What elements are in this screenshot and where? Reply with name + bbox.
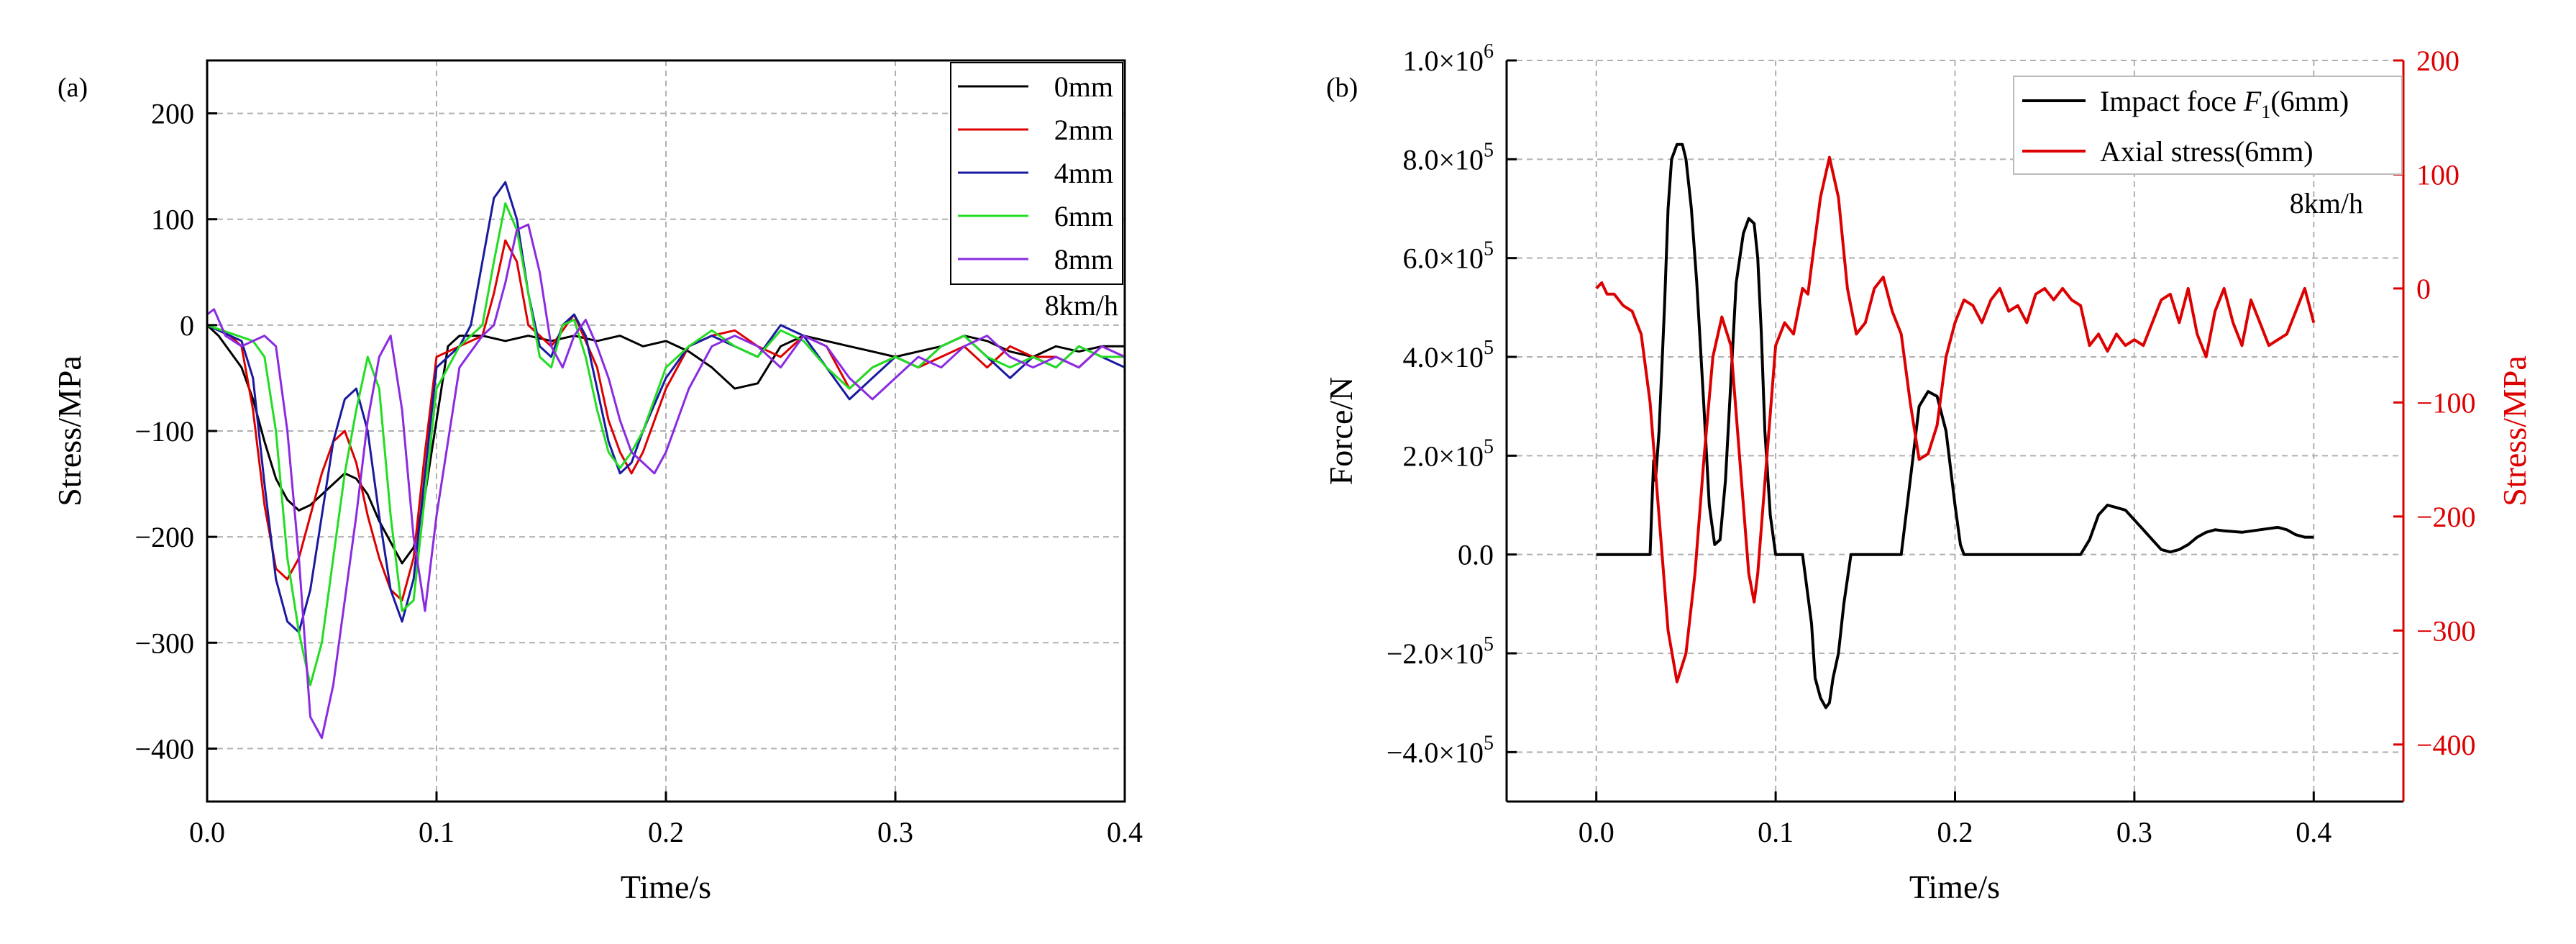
panel-b-right-y-axis-label: Stress/MPa: [2496, 355, 2533, 507]
tick-exponent: 6: [1484, 40, 1494, 63]
tick-exponent: 5: [1484, 139, 1494, 161]
tick-mantissa: 6.0×10: [1402, 242, 1484, 275]
panel-a-y-tick-label: 100: [151, 204, 194, 236]
legend-label-6mm: 6mm: [1054, 200, 1113, 232]
panel-b-legend: Impact foce F1(6mm) Axial stress(6mm): [2013, 76, 2403, 175]
panel-b-label: (b): [1326, 73, 1358, 103]
panel-b-left-y-axis-label: Force/N: [1323, 377, 1359, 486]
series-line-6mm: [206, 202, 1125, 686]
legend-impact-text: Impact foce: [2100, 85, 2244, 117]
panel-a-y-tick-label: −200: [134, 521, 194, 553]
panel-b-right-y-tick-label: −100: [2416, 386, 2476, 419]
tick-mantissa: −2.0×10: [1387, 637, 1484, 670]
panel-b-x-tick-label: 0.2: [1937, 816, 1973, 848]
panel-b-left-y-tick-label: 2.0×105: [1402, 435, 1494, 472]
panel-a-chart: (a) 0.0 0.1 0.2 0.3 0.4 200 100 0 −100 −200 −300 −4…: [51, 59, 1143, 905]
panel-b-speed-annotation: 8km/h: [2290, 187, 2363, 219]
panel-b-left-y-tick-label: 8.0×105: [1402, 139, 1494, 176]
panel-a-x-tick-label: 0.4: [1107, 816, 1143, 848]
panel-b-right-y-tick-label: 200: [2416, 45, 2459, 77]
panel-b-right-y-tick-label: −200: [2416, 501, 2476, 533]
legend-label-2mm: 2mm: [1054, 114, 1113, 146]
panel-a-legend: 0mm 2mm 4mm 6mm 8mm: [950, 62, 1123, 285]
panel-a-y-tick-label: 200: [151, 98, 194, 130]
panel-b-right-y-tick-label: −300: [2416, 614, 2476, 647]
panel-a-y-tick-label: 0: [180, 309, 194, 342]
tick-exponent: 5: [1484, 337, 1494, 359]
panel-b-right-y-tick-label: 100: [2416, 158, 2459, 191]
panel-b-chart: (b) 0.0 0.1 0.2 0.3 0.41.0×1068.0×1056.0×105…: [1323, 40, 2533, 905]
panel-a-y-axis-label: Stress/MPa: [51, 355, 88, 507]
panel-a-x-tick-label: 0.2: [648, 816, 684, 848]
panel-b-left-y-tick-label: 4.0×105: [1402, 337, 1494, 373]
panel-b-x-tick-label: 0.3: [2116, 816, 2152, 848]
series-line-impact-foce-f1-6mm: [1596, 142, 2314, 709]
series-line-8mm: [206, 223, 1125, 740]
panel-b-left-y-tick-label: −4.0×105: [1387, 732, 1494, 768]
panel-b-legend-box: [2013, 76, 2403, 175]
legend-impact-var: F: [2243, 85, 2262, 117]
tick-mantissa: 1.0×10: [1402, 45, 1484, 77]
panel-a-x-axis-label: Time/s: [621, 868, 711, 905]
legend-impact-sub: 1: [2261, 101, 2270, 122]
panel-a-x-tick-label: 0.0: [189, 816, 225, 848]
tick-exponent: 5: [1484, 238, 1494, 260]
panel-a-x-tick-label: 0.1: [419, 816, 455, 848]
series-line-axial-stress-6mm: [1595, 155, 2316, 684]
legend-label-0mm: 0mm: [1054, 71, 1113, 103]
legend-label-8mm: 8mm: [1054, 243, 1113, 276]
panel-b-right-y-tick-label: −400: [2416, 729, 2476, 761]
panel-a-x-tick-label: 0.3: [877, 816, 913, 848]
panel-b-x-tick-label: 0.1: [1758, 816, 1794, 848]
tick-exponent: 5: [1484, 633, 1494, 655]
legend-label-impact-force: Impact foce F1(6mm): [2100, 85, 2349, 122]
legend-label-axial-stress: Axial stress(6mm): [2100, 135, 2314, 168]
panel-a-label: (a): [58, 73, 88, 103]
panel-b-right-y-tick-label: 0: [2416, 273, 2431, 305]
panel-b-x-tick-label: 0.0: [1579, 816, 1614, 848]
panel-b-x-tick-label: 0.4: [2296, 816, 2331, 848]
panel-b-x-axis-label: Time/s: [1909, 868, 2000, 905]
tick-mantissa: 0.0: [1458, 539, 1494, 571]
tick-mantissa: 4.0×10: [1402, 341, 1484, 373]
legend-label-4mm: 4mm: [1054, 157, 1113, 189]
panel-b-left-y-tick-label: 6.0×105: [1402, 238, 1494, 275]
panel-b-left-y-tick-label: 1.0×106: [1402, 40, 1494, 77]
series-line-0mm: [206, 324, 1125, 565]
tick-exponent: 5: [1484, 732, 1494, 754]
tick-mantissa: 2.0×10: [1402, 440, 1484, 472]
legend-impact-tail: (6mm): [2270, 85, 2349, 117]
tick-mantissa: −4.0×10: [1387, 736, 1484, 768]
series-line-2mm: [206, 239, 1125, 602]
panel-a-y-tick-label: −100: [134, 415, 194, 448]
panel-b-left-y-tick-label: 0.0: [1458, 539, 1494, 571]
tick-exponent: 5: [1484, 435, 1494, 458]
tick-mantissa: 8.0×10: [1402, 143, 1484, 176]
panel-a-y-tick-label: −400: [134, 732, 194, 765]
panel-a-speed-annotation: 8km/h: [1045, 289, 1118, 322]
panel-b-left-y-tick-label: −2.0×105: [1387, 633, 1494, 670]
panel-a-y-tick-label: −300: [134, 627, 194, 659]
